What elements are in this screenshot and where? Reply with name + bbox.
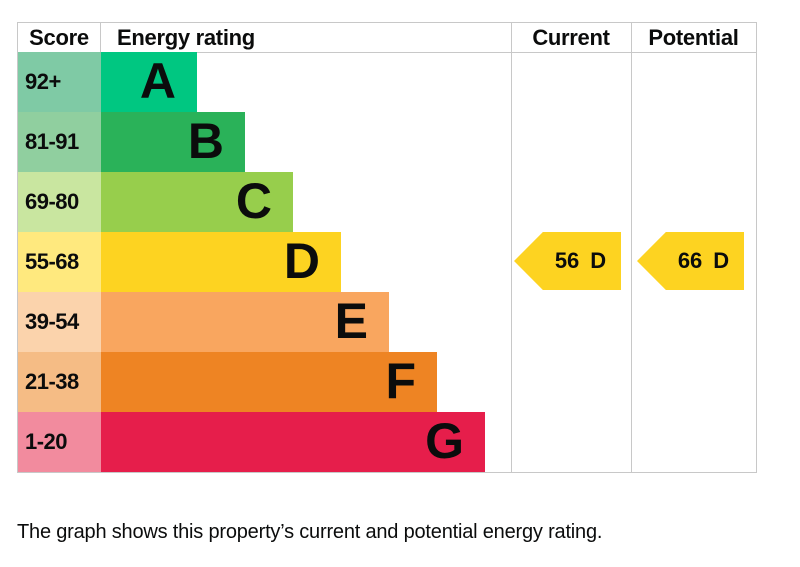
band-bar: C [101, 172, 293, 232]
band-bar: G [101, 412, 485, 472]
band-letter: G [425, 413, 464, 469]
band-bar: E [101, 292, 389, 352]
band-letter: F [385, 353, 416, 409]
band-score-cell: 39-54 [18, 292, 101, 352]
band-letter: B [187, 113, 224, 169]
band-letter: D [283, 233, 320, 289]
band-score-cell: 55-68 [18, 232, 101, 292]
potential-column-divider [631, 23, 632, 472]
band-row-c: 69-80 C [18, 172, 756, 232]
band-row-e: 39-54 E [18, 292, 756, 352]
header-potential: Potential [648, 25, 739, 50]
band-rows: 92+ A 81-91 B 69-80 C 55-68 D 39-54 E 21… [18, 52, 756, 472]
band-letter: C [235, 173, 272, 229]
potential-score: 66 [677, 248, 703, 273]
band-row-a: 92+ A [18, 52, 756, 112]
chart-header-row: Score Energy rating Current Potential [18, 23, 756, 53]
band-score-cell: 69-80 [18, 172, 101, 232]
band-score-cell: 92+ [18, 52, 101, 112]
band-row-b: 81-91 B [18, 112, 756, 172]
potential-band-letter: D [713, 248, 730, 273]
header-score: Score [18, 23, 101, 52]
band-bar: F [101, 352, 437, 412]
band-bar: D [101, 232, 341, 292]
chart-caption: The graph shows this property’s current … [17, 521, 603, 543]
energy-rating-chart: Score Energy rating Current Potential 92… [17, 22, 757, 473]
current-band-letter: D [590, 248, 607, 273]
band-bar: A [101, 52, 197, 112]
header-energy-rating: Energy rating [117, 25, 255, 50]
band-row-g: 1-20 G [18, 412, 756, 472]
band-row-f: 21-38 F [18, 352, 756, 412]
current-column-divider [511, 23, 512, 472]
band-row-d: 55-68 D [18, 232, 756, 292]
band-score-cell: 1-20 [18, 412, 101, 472]
band-score-cell: 21-38 [18, 352, 101, 412]
header-current: Current [532, 25, 610, 50]
band-bar: B [101, 112, 245, 172]
band-score-cell: 81-91 [18, 112, 101, 172]
band-letter: E [334, 293, 368, 349]
current-score: 56 [554, 248, 580, 273]
band-letter: A [139, 53, 176, 109]
